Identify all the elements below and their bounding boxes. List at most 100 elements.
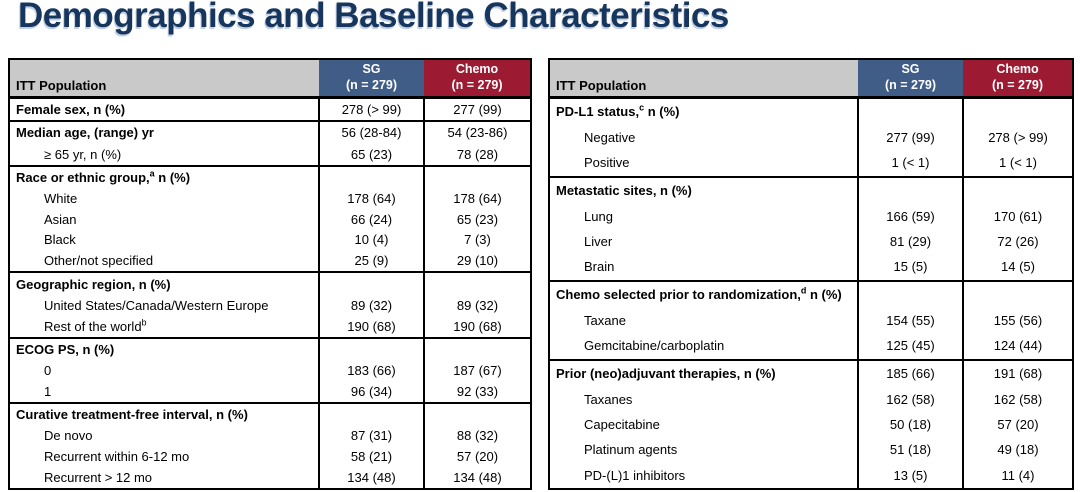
sg-value-cell: 25 (9) xyxy=(318,250,424,273)
chemo-value-cell xyxy=(962,279,1073,308)
chemo-header-label: Chemo xyxy=(455,62,499,77)
chemo-value-cell: 29 (10) xyxy=(423,250,531,273)
sg-value-cell: 89 (32) xyxy=(318,294,424,316)
chemo-value-cell: 1 (< 1) xyxy=(962,149,1073,177)
chemo-value-cell xyxy=(423,401,531,426)
row-label: Liver xyxy=(584,233,613,249)
row-label: Taxane xyxy=(584,312,626,328)
chemo-value-cell: 7 (3) xyxy=(423,229,531,251)
table-row: Curative treatment-free interval, n (%) xyxy=(9,401,531,426)
chemo-value-cell: 88 (32) xyxy=(423,425,531,446)
row-label: 1 xyxy=(44,383,52,399)
row-label: Recurrent within 6-12 mo xyxy=(44,448,190,464)
row-label: Prior (neo)adjuvant therapies, n (%) xyxy=(549,358,858,387)
chemo-header-label: Chemo xyxy=(996,62,1039,77)
chemo-value-cell: 11 (4) xyxy=(962,462,1073,489)
chemo-value-cell: 14 (5) xyxy=(962,253,1073,281)
sg-value-cell: 154 (55) xyxy=(857,307,963,333)
table-row: Taxanes 162 (58) 162 (58) xyxy=(549,386,1073,412)
sg-value-cell: 87 (31) xyxy=(318,425,424,446)
row-label: Platinum agents xyxy=(584,441,678,457)
sg-header-n: (n = 279) xyxy=(884,77,937,92)
table-row: PD-(L)1 inhibitors 13 (5) 11 (4) xyxy=(549,462,1073,489)
table-row: ECOG PS, n (%) xyxy=(9,336,531,360)
chemo-value-cell: 178 (64) xyxy=(423,187,531,209)
table-row: Chemo selected prior to randomization,d … xyxy=(549,279,1073,308)
table-row: White 178 (64) 178 (64) xyxy=(9,187,531,209)
chemo-value-cell: 277 (99) xyxy=(423,95,531,122)
chemo-value-cell: 57 (20) xyxy=(962,411,1073,437)
chemo-column-header: Chemo (n = 279) xyxy=(424,59,531,99)
table-row: Other/not specified 25 (9) 29 (10) xyxy=(9,250,531,273)
chemo-value-cell xyxy=(423,271,531,295)
sg-value-cell: 277 (99) xyxy=(857,124,963,150)
table-row: Positive 1 (< 1) 1 (< 1) xyxy=(549,149,1073,177)
row-label: ECOG PS, n (%) xyxy=(9,336,319,360)
chemo-value-cell: 134 (48) xyxy=(423,466,531,489)
chemo-value-cell: 162 (58) xyxy=(962,386,1073,412)
sg-value-cell: 51 (18) xyxy=(857,436,963,463)
footnote-marker: b xyxy=(141,317,147,328)
right-table-body: PD-L1 status,c n (%) Negative 277 (99) 278 … xyxy=(549,96,1073,489)
chemo-value-cell: 124 (44) xyxy=(962,332,1073,360)
row-label: Other/not specified xyxy=(44,253,154,269)
table-row: Negative 277 (99) 278 (> 99) xyxy=(549,124,1073,150)
demographics-table-right: ITT Population SG (n = 279) Chemo (n = 2… xyxy=(548,58,1074,490)
sg-value-cell: 50 (18) xyxy=(857,411,963,437)
table-row: Taxane 154 (55) 155 (56) xyxy=(549,307,1073,333)
chemo-value-cell: 155 (56) xyxy=(962,307,1073,333)
row-label: De novo xyxy=(44,427,93,443)
row-label: Metastatic sites, n (%) xyxy=(549,175,858,204)
table-row: Gemcitabine/carboplatin 125 (45) 124 (44) xyxy=(549,332,1073,360)
chemo-value-cell: 170 (61) xyxy=(962,203,1073,229)
sg-value-cell: 134 (48) xyxy=(318,466,424,489)
row-label: Female sex, n (%) xyxy=(9,95,319,122)
sg-value-cell: 166 (59) xyxy=(857,203,963,229)
row-label: 0 xyxy=(44,362,52,378)
sg-value-cell: 96 (34) xyxy=(318,380,424,403)
row-label: Gemcitabine/carboplatin xyxy=(584,338,725,354)
chemo-header-n: (n = 279) xyxy=(991,77,1044,92)
sg-value-cell: 183 (66) xyxy=(318,359,424,381)
sg-value-cell xyxy=(318,336,424,360)
footnote-marker: c xyxy=(639,102,645,113)
sg-column-header: SG (n = 279) xyxy=(858,59,963,99)
chemo-value-cell: 78 (28) xyxy=(423,143,531,166)
row-label: Negative xyxy=(584,129,636,145)
table-row: Black 10 (4) 7 (3) xyxy=(9,229,531,251)
table-row: 1 96 (34) 92 (33) xyxy=(9,380,531,403)
chemo-value-cell: 72 (26) xyxy=(962,228,1073,254)
table-row: Race or ethnic group,a n (%) xyxy=(9,164,531,188)
sg-value-cell: 178 (64) xyxy=(318,187,424,209)
sg-value-cell: 10 (4) xyxy=(318,229,424,251)
row-label: Taxanes xyxy=(584,391,633,407)
row-label: Positive xyxy=(584,155,630,171)
table-row: Asian 66 (24) 65 (23) xyxy=(9,208,531,230)
chemo-value-cell xyxy=(423,336,531,360)
table-row: 0 183 (66) 187 (67) xyxy=(9,359,531,381)
sg-value-cell: 162 (58) xyxy=(857,386,963,412)
sg-header-label: SG xyxy=(362,62,381,77)
sg-value-cell xyxy=(857,96,963,125)
sg-value-cell xyxy=(318,164,424,188)
table-row: Female sex, n (%) 278 (> 99) 277 (99) xyxy=(9,95,531,122)
table-row: Brain 15 (5) 14 (5) xyxy=(549,253,1073,281)
chemo-value-cell: 278 (> 99) xyxy=(962,124,1073,150)
row-label: Brain xyxy=(584,259,615,275)
chemo-value-cell: 191 (68) xyxy=(962,358,1073,387)
chemo-value-cell: 54 (23-86) xyxy=(423,120,531,144)
table-row: Liver 81 (29) 72 (26) xyxy=(549,228,1073,254)
table-row: Platinum agents 51 (18) 49 (18) xyxy=(549,436,1073,463)
table-row: United States/Canada/Western Europe 89 (3… xyxy=(9,294,531,316)
sg-value-cell: 1 (< 1) xyxy=(857,149,963,177)
demographics-table-left: ITT Population SG (n = 279) Chemo (n = 2… xyxy=(8,58,532,490)
itt-population-header: ITT Population xyxy=(549,59,858,99)
sg-value-cell: 190 (68) xyxy=(318,315,424,338)
chemo-header-n: (n = 279) xyxy=(451,77,503,92)
sg-header-label: SG xyxy=(901,62,920,77)
chemo-value-cell: 89 (32) xyxy=(423,294,531,316)
header-row: ITT Population SG (n = 279) Chemo (n = 2… xyxy=(9,59,531,99)
sg-header-n: (n = 279) xyxy=(345,77,398,92)
row-label: Recurrent > 12 mo xyxy=(44,469,153,485)
